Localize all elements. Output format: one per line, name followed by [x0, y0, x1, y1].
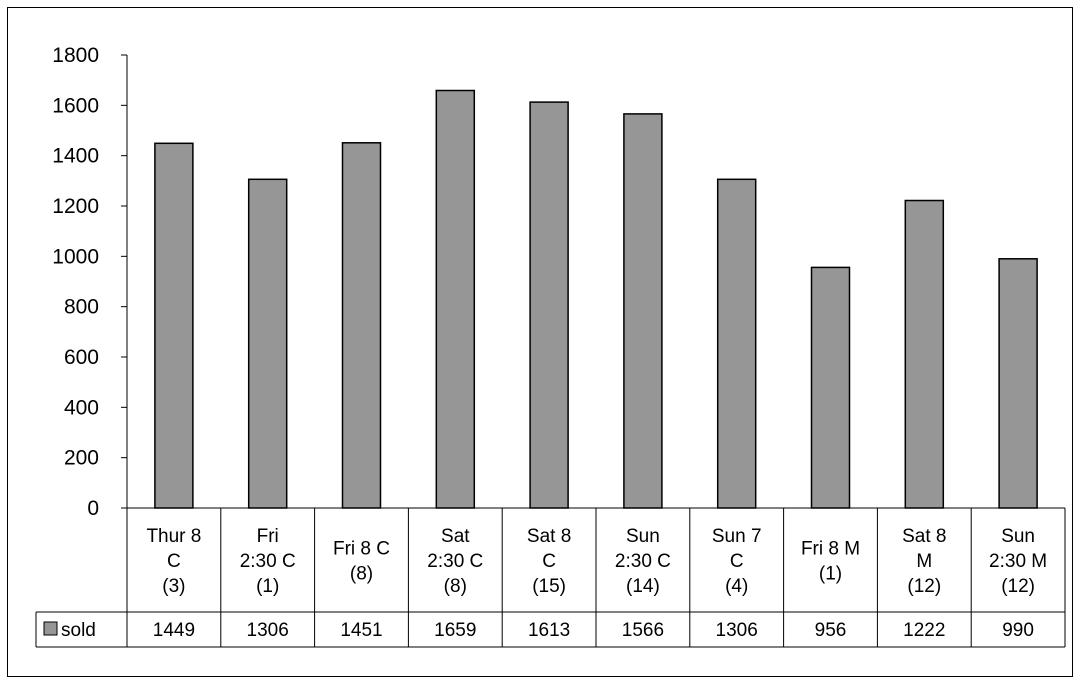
- category-label: (4): [725, 576, 748, 597]
- bar: [341, 142, 382, 509]
- category-label: (8): [444, 576, 467, 597]
- y-tick-label: 800: [64, 296, 99, 319]
- y-tick-label: 200: [64, 447, 99, 470]
- series-name-label: sold: [61, 620, 96, 641]
- value-label: 1306: [247, 620, 289, 641]
- category-label: Sat 8: [902, 526, 946, 547]
- legend-key: [43, 621, 58, 636]
- category-label: (1): [256, 576, 279, 597]
- category-label: (1): [819, 564, 842, 585]
- category-label: (15): [532, 576, 566, 597]
- data-table: Thur 8 C (3) Fri 2:30 C (1) Fri 8 C (8) Sat 2:30 …: [35, 507, 1066, 648]
- y-tick-label: 1400: [52, 145, 99, 168]
- value-label: 1449: [153, 620, 195, 641]
- bar: [435, 89, 476, 509]
- category-label: C: [730, 551, 744, 572]
- category-label: 2:30 C: [240, 551, 296, 572]
- bar: [154, 142, 194, 509]
- category-label: C: [167, 551, 181, 572]
- value-label: 990: [1002, 620, 1034, 641]
- value-label: 1222: [903, 620, 945, 641]
- category-label: (12): [1001, 576, 1035, 597]
- y-tick-label: 1200: [52, 195, 99, 218]
- y-tick-label: 600: [64, 346, 99, 369]
- bar: [810, 266, 851, 509]
- y-tick-labels: 0 200 400 600 800 1000 1200 1400 1600 1800: [52, 44, 99, 520]
- bar: [998, 258, 1038, 509]
- bar: [623, 113, 663, 509]
- category-label: Fri: [257, 526, 279, 547]
- category-label: Fri 8 C: [333, 539, 390, 560]
- category-label: (12): [907, 576, 941, 597]
- y-tick-label: 1600: [52, 94, 99, 117]
- category-label: 2:30 C: [427, 551, 483, 572]
- category-label: 2:30 M: [989, 551, 1047, 572]
- value-label: 1306: [716, 620, 758, 641]
- category-label: (14): [626, 576, 660, 597]
- category-label: Thur 8: [146, 526, 201, 547]
- y-tick-label: 1000: [52, 245, 99, 268]
- bars-layer: [154, 89, 1038, 509]
- category-label: 2:30 C: [615, 551, 671, 572]
- category-label: Sun: [1001, 526, 1035, 547]
- bar: [716, 178, 757, 509]
- category-label: (3): [162, 576, 185, 597]
- value-label: 1613: [528, 620, 570, 641]
- bar: [904, 199, 945, 509]
- category-label: (8): [350, 564, 373, 585]
- y-tick-label: 1800: [52, 44, 99, 67]
- bar: [529, 101, 569, 509]
- axis-layer: [121, 54, 128, 509]
- category-label: Fri 8 M: [801, 539, 860, 560]
- value-label: 956: [815, 620, 847, 641]
- category-label: Sun: [626, 526, 660, 547]
- bar: [247, 178, 288, 509]
- category-label: Sat 8: [527, 526, 571, 547]
- value-label: 1659: [434, 620, 476, 641]
- category-label: M: [916, 551, 932, 572]
- category-label: Sat: [441, 526, 470, 547]
- value-label: 1566: [622, 620, 664, 641]
- y-tick-label: 0: [87, 497, 99, 520]
- y-tick-label: 400: [64, 396, 99, 419]
- category-label: C: [542, 551, 556, 572]
- category-label: Sun 7: [712, 526, 762, 547]
- value-label: 1451: [340, 620, 382, 641]
